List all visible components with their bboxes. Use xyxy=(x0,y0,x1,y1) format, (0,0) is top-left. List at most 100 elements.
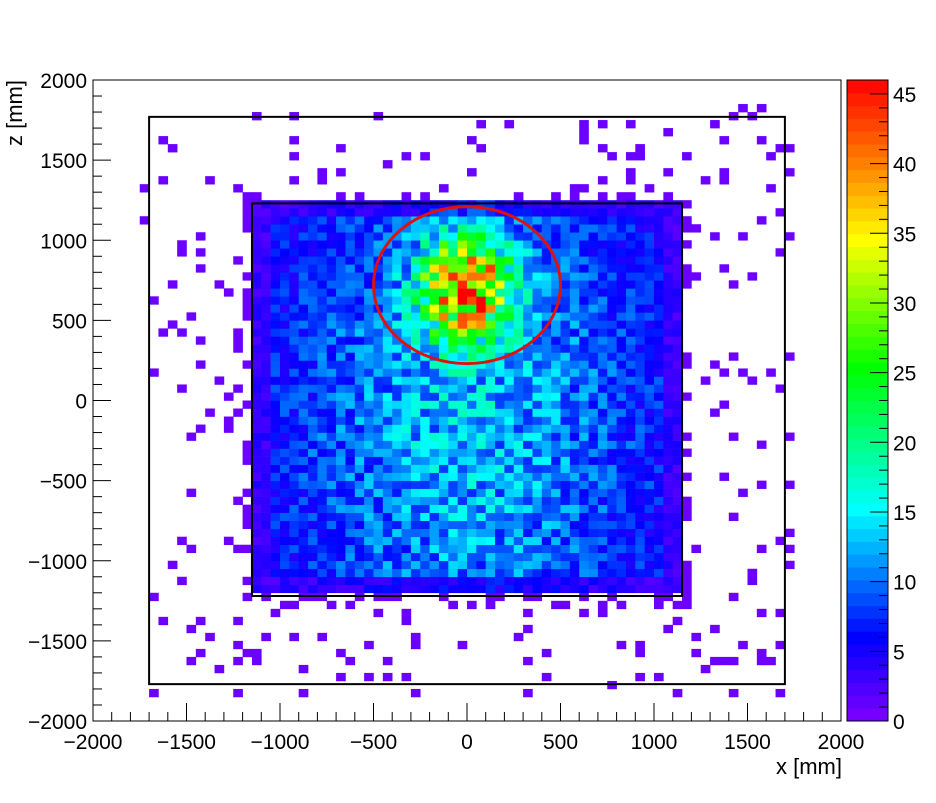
heatmap-bin xyxy=(635,256,645,265)
heatmap-bin xyxy=(382,280,393,289)
heatmap-bin xyxy=(261,432,271,441)
heatmap-bin xyxy=(672,232,683,241)
heatmap-bin xyxy=(326,320,337,329)
heatmap-bin xyxy=(364,448,374,457)
heatmap-bin xyxy=(607,152,617,161)
heatmap-bin xyxy=(682,360,692,369)
heatmap-bin xyxy=(635,512,645,521)
heatmap-bin xyxy=(513,368,524,377)
heatmap-bin xyxy=(354,504,365,513)
heatmap-bin xyxy=(289,480,299,489)
heatmap-bin xyxy=(607,320,617,329)
heatmap-bin xyxy=(345,320,356,329)
heatmap-bin xyxy=(597,496,608,505)
heatmap-bin xyxy=(597,520,608,529)
heatmap-bin xyxy=(457,224,468,233)
heatmap-bin xyxy=(635,672,645,682)
heatmap-bin xyxy=(541,408,552,417)
heatmap-bin xyxy=(663,432,673,441)
heatmap-bin xyxy=(280,560,290,570)
heatmap-bin xyxy=(784,480,795,489)
heatmap-bin xyxy=(747,376,758,385)
heatmap-bin xyxy=(523,536,533,546)
heatmap-bin xyxy=(270,440,281,449)
heatmap-bin xyxy=(336,536,346,546)
heatmap-bin xyxy=(448,264,458,273)
heatmap-bin xyxy=(495,584,505,594)
heatmap-bin xyxy=(251,240,262,249)
heatmap-bin xyxy=(354,560,365,570)
heatmap-bin xyxy=(308,400,318,409)
heatmap-bin xyxy=(476,400,486,409)
heatmap-bin xyxy=(597,440,608,449)
heatmap-bin xyxy=(354,456,365,465)
heatmap-bin xyxy=(420,528,430,538)
heatmap-bin xyxy=(336,272,346,281)
heatmap-bin xyxy=(354,280,365,289)
heatmap-bin xyxy=(280,584,290,594)
heatmap-bin xyxy=(569,456,580,465)
heatmap-bin xyxy=(663,280,673,289)
heatmap-bin xyxy=(625,528,636,538)
heatmap-bin xyxy=(392,208,402,217)
heatmap-bin xyxy=(654,232,664,241)
heatmap-bin xyxy=(560,416,571,425)
heatmap-bin xyxy=(364,552,374,562)
heatmap-bin xyxy=(448,520,458,529)
heatmap-bin xyxy=(625,400,636,409)
heatmap-bin xyxy=(532,424,543,433)
heatmap-bin xyxy=(270,304,281,313)
heatmap-bin xyxy=(672,256,683,265)
colorbar-swatch xyxy=(847,297,888,312)
heatmap-bin xyxy=(756,216,767,225)
heatmap-bin xyxy=(467,272,477,281)
heatmap-bin xyxy=(644,464,655,473)
heatmap-bin xyxy=(597,472,608,481)
heatmap-bin xyxy=(635,280,645,289)
heatmap-bin xyxy=(728,656,739,666)
heatmap-bin xyxy=(523,552,533,562)
heatmap-bin xyxy=(672,384,683,393)
heatmap-bin xyxy=(373,248,384,257)
heatmap-bin xyxy=(298,544,309,554)
heatmap-bin xyxy=(401,360,412,369)
heatmap-bin xyxy=(429,312,440,321)
heatmap-bin xyxy=(298,320,309,329)
heatmap-bin xyxy=(298,248,309,257)
heatmap-bin xyxy=(588,344,599,353)
heatmap-bin xyxy=(345,376,356,385)
heatmap-bin xyxy=(616,408,627,417)
heatmap-bin xyxy=(719,368,730,377)
heatmap-bin xyxy=(700,664,711,674)
heatmap-bin xyxy=(280,232,290,241)
heatmap-bin xyxy=(326,392,337,401)
heatmap-bin xyxy=(485,448,496,457)
heatmap-bin xyxy=(672,448,683,457)
heatmap-bin xyxy=(654,328,664,337)
heatmap-bin xyxy=(429,320,440,329)
heatmap-bin xyxy=(438,504,449,513)
heatmap-bin xyxy=(523,288,533,297)
heatmap-bin xyxy=(401,560,412,570)
heatmap-bin xyxy=(354,480,365,489)
heatmap-bin xyxy=(654,400,664,409)
heatmap-bin xyxy=(560,600,571,610)
heatmap-bin xyxy=(569,432,580,441)
heatmap-bin xyxy=(270,208,281,217)
heatmap-bin xyxy=(495,224,505,233)
heatmap-bin xyxy=(654,544,664,554)
heatmap-bin xyxy=(382,544,393,554)
heatmap-bin xyxy=(336,360,346,369)
heatmap-bin xyxy=(149,368,159,377)
heatmap-bin xyxy=(242,520,253,529)
heatmap-bin xyxy=(579,584,589,594)
heatmap-bin xyxy=(420,304,430,313)
heatmap-bin xyxy=(251,352,262,361)
heatmap-bin xyxy=(775,208,786,217)
heatmap-bin xyxy=(326,224,337,233)
x-tick-label: −500 xyxy=(350,731,397,754)
heatmap-bin xyxy=(541,264,552,273)
heatmap-bin xyxy=(597,144,608,153)
heatmap-bin xyxy=(345,416,356,425)
heatmap-bin xyxy=(280,600,290,610)
